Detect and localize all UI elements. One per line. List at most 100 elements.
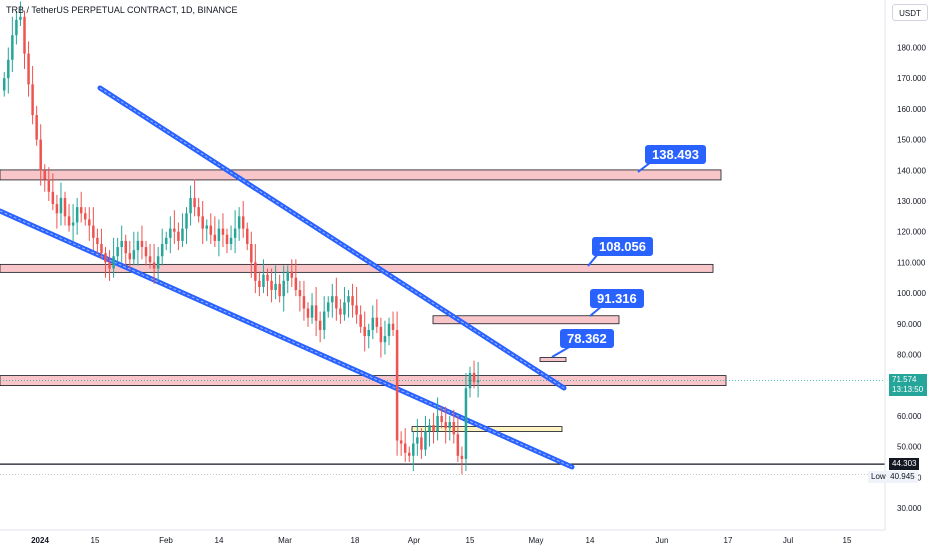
y-tick-label: 50.000 <box>897 443 922 452</box>
candle-body <box>148 256 152 263</box>
y-tick-label: 110.000 <box>897 258 926 267</box>
candle <box>440 406 443 429</box>
candle-body <box>290 271 294 278</box>
candle-body <box>371 317 375 330</box>
candle-body <box>339 308 342 315</box>
candle-body <box>229 237 233 244</box>
x-tick-label: May <box>528 536 543 545</box>
channel-upper-line-inner <box>99 87 565 389</box>
candle <box>428 418 431 447</box>
candle <box>237 207 241 241</box>
candle <box>432 412 435 444</box>
candle-body <box>452 422 456 435</box>
x-tick-label: 2024 <box>31 536 49 545</box>
support-price-tag: 44.303 <box>889 458 920 470</box>
candle <box>310 293 314 324</box>
label-91[interactable]: 91.316 <box>590 289 644 308</box>
candle <box>250 231 253 278</box>
annotation-leaders <box>551 161 652 358</box>
candle-body <box>15 19 18 36</box>
candle <box>314 286 318 337</box>
candle-body <box>19 16 22 20</box>
currency-button[interactable]: USDT <box>892 4 928 21</box>
candle <box>387 317 391 346</box>
candle-body <box>448 422 451 429</box>
candle <box>327 296 330 318</box>
candle-body <box>327 302 330 312</box>
candle <box>331 283 334 318</box>
candle <box>286 265 289 294</box>
label-138[interactable]: 138.493 <box>645 145 706 164</box>
candle-body <box>35 115 38 140</box>
candle-body <box>343 302 346 315</box>
candle-body <box>258 280 261 287</box>
candle <box>116 237 119 263</box>
candle <box>59 182 63 226</box>
candle-body <box>39 139 42 171</box>
candle <box>278 274 281 303</box>
candle <box>408 446 411 462</box>
y-tick-label: 160.000 <box>897 105 926 114</box>
candle-body <box>112 256 115 269</box>
candle <box>229 225 233 251</box>
y-tick-label: 180.000 <box>897 44 926 53</box>
label-78[interactable]: 78.362 <box>560 329 614 348</box>
candle-body <box>132 250 136 260</box>
candle <box>472 360 476 389</box>
y-tick-label: 170.000 <box>897 74 926 83</box>
candle-body <box>241 216 245 229</box>
channel-lower-line-inner <box>0 210 573 468</box>
candle <box>318 311 322 343</box>
zone-91.316[interactable] <box>432 315 620 325</box>
candle-body <box>169 228 172 238</box>
candle-body <box>55 204 59 214</box>
label-108[interactable]: 108.056 <box>592 237 653 256</box>
candle <box>193 179 196 217</box>
countdown-timer: 13:13:50 <box>892 385 924 394</box>
descending-channel[interactable] <box>0 85 575 470</box>
candle-body <box>351 296 354 306</box>
candle <box>55 194 59 229</box>
y-tick-label: 30.000 <box>897 504 922 513</box>
candle-body <box>71 222 75 226</box>
candle-body <box>367 329 370 337</box>
candle <box>436 397 439 441</box>
candle <box>322 296 326 340</box>
candle-body <box>428 425 431 432</box>
candle-body <box>399 440 403 444</box>
candle-body <box>379 326 383 343</box>
candle-body <box>476 380 480 383</box>
candle <box>156 247 160 281</box>
candle-body <box>84 213 87 220</box>
candle-body <box>213 234 217 241</box>
zone-78.362[interactable] <box>539 357 567 362</box>
x-tick-label: Jun <box>656 536 669 545</box>
candle <box>169 216 172 254</box>
x-tick-label: Jul <box>783 536 793 545</box>
candle-body <box>298 290 302 297</box>
candle <box>391 311 395 337</box>
candle <box>460 446 464 475</box>
candle-body <box>160 243 164 257</box>
candle <box>371 305 375 340</box>
candle-body <box>391 323 395 330</box>
candle <box>39 124 42 186</box>
candle <box>15 10 18 45</box>
candle-body <box>92 225 95 238</box>
candle-body <box>193 197 196 208</box>
candle-body <box>197 207 200 217</box>
candle <box>160 228 164 266</box>
candle-body <box>185 213 188 229</box>
candle <box>88 207 91 241</box>
candle-body <box>47 179 51 192</box>
candle-body <box>88 219 91 226</box>
zone-108.056[interactable] <box>0 263 714 273</box>
candle <box>7 47 10 94</box>
candle-body <box>472 372 476 383</box>
candle <box>298 280 302 312</box>
candle-body <box>205 225 208 229</box>
x-tick-label: 14 <box>586 536 595 545</box>
zone-138.493[interactable] <box>0 169 722 181</box>
candle <box>452 409 456 444</box>
